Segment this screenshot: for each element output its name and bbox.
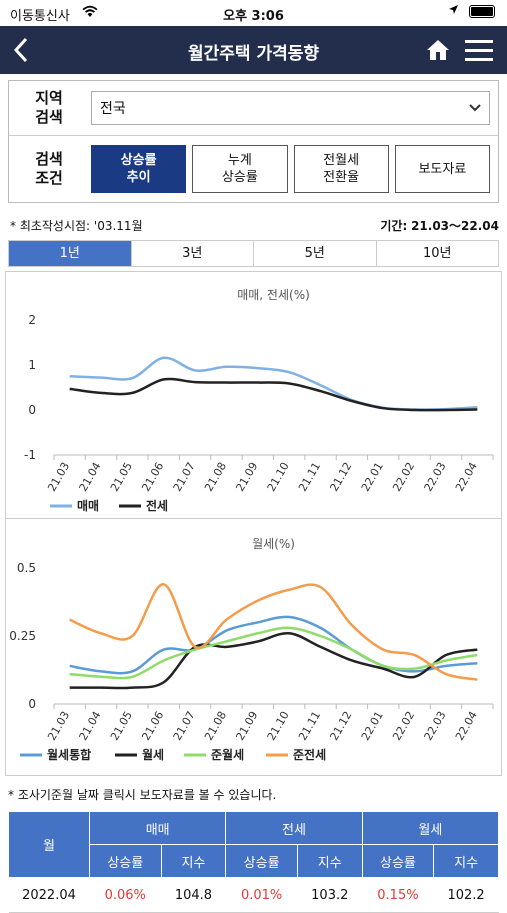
x-tick-label: 21.06 [139, 460, 166, 494]
x-tick-label: 21.12 [327, 709, 354, 743]
sale-index: 104.8 [161, 878, 226, 913]
series-line [70, 633, 478, 688]
x-tick-label: 22.03 [422, 460, 449, 494]
chart-title: 매매, 전세(%) [237, 288, 310, 302]
y-tick-label: 0.5 [17, 561, 36, 575]
x-tick-label: 21.04 [77, 709, 104, 743]
period-text: 기간: 21.03～22.04 [380, 217, 499, 234]
region-select[interactable]: 전국 [91, 91, 490, 125]
legend-label: 전세 [146, 498, 168, 513]
series-line [70, 379, 478, 410]
x-tick-label: 21.07 [171, 709, 198, 743]
x-tick-label: 21.09 [233, 709, 260, 743]
x-tick-label: 22.04 [453, 709, 480, 743]
chevron-down-icon [469, 100, 481, 116]
x-tick-label: 22.01 [359, 460, 386, 494]
clock: 오후 3:06 [0, 5, 507, 24]
x-tick-label: 21.06 [139, 709, 166, 743]
group-sale: 매매 [90, 812, 226, 845]
col-month: 월 [9, 812, 90, 878]
x-tick-label: 21.07 [171, 460, 198, 494]
x-tick-label: 21.09 [233, 460, 260, 494]
jeonse-index: 103.2 [297, 878, 362, 913]
footnote: * 조사기준월 날짜 클릭시 보도자료를 볼 수 있습니다. [0, 776, 507, 811]
x-tick-label: 21.03 [45, 460, 72, 494]
jeonse-rate: 0.01% [226, 878, 298, 913]
tab-3-years[interactable]: 3년 [132, 241, 255, 266]
series-line [70, 584, 478, 679]
region-row: 지역 검색 전국 [9, 81, 498, 136]
legend-label: 준월세 [211, 747, 244, 762]
x-tick-label: 21.08 [202, 709, 229, 743]
region-label: 지역 검색 [9, 89, 89, 127]
status-bar: 이동통신사 오후 3:06 [0, 0, 507, 26]
tab-1-year[interactable]: 1년 [9, 241, 132, 266]
x-tick-label: 21.11 [296, 709, 323, 743]
y-tick-label: 0.25 [9, 629, 36, 643]
sale-rate: 0.06% [90, 878, 162, 913]
x-tick-label: 21.10 [265, 460, 292, 494]
menu-icon[interactable] [465, 38, 493, 66]
sub-index: 지수 [161, 845, 226, 878]
press-release-button[interactable]: 보도자료 [395, 145, 490, 193]
x-tick-label: 21.11 [296, 460, 323, 494]
x-tick-label: 21.08 [202, 460, 229, 494]
sub-index: 지수 [297, 845, 362, 878]
sub-rate: 상승률 [226, 845, 298, 878]
y-tick-label: 1 [28, 358, 36, 372]
chart-title: 월세(%) [252, 537, 295, 551]
y-tick-label: 0 [28, 403, 36, 417]
home-icon[interactable] [425, 38, 451, 66]
rent-index: 102.2 [434, 878, 499, 913]
group-rent: 월세 [362, 812, 498, 845]
x-tick-label: 22.02 [390, 460, 417, 494]
sub-index: 지수 [434, 845, 499, 878]
x-tick-label: 21.10 [265, 709, 292, 743]
x-tick-label: 21.05 [108, 709, 135, 743]
y-tick-label: 0 [28, 697, 36, 711]
region-select-value: 전국 [100, 98, 126, 118]
tab-10-years[interactable]: 10년 [377, 241, 499, 266]
series-line [70, 617, 478, 673]
rent-rate: 0.15% [362, 878, 434, 913]
sub-rate: 상승률 [362, 845, 434, 878]
x-tick-label: 22.04 [453, 460, 480, 494]
summary-table: 월 매매 전세 월세 상승률 지수 상승률 지수 상승률 지수 2022.04 … [8, 811, 499, 913]
x-tick-label: 21.05 [108, 460, 135, 494]
group-jeonse: 전세 [226, 812, 362, 845]
first-written-text: * 최초작성시점: '03.11월 [10, 217, 143, 234]
month-link[interactable]: 2022.04 [9, 878, 90, 913]
x-tick-label: 21.04 [77, 460, 104, 494]
y-tick-label: 2 [28, 313, 36, 327]
x-tick-label: 22.03 [422, 709, 449, 743]
y-tick-label: -1 [24, 448, 36, 462]
tab-5-years[interactable]: 5년 [254, 241, 377, 266]
sub-rate: 상승률 [90, 845, 162, 878]
legend-label: 준전세 [293, 747, 326, 762]
app-header: 월간주택 가격동향 [0, 26, 507, 74]
x-tick-label: 21.03 [45, 709, 72, 743]
table-row: 2022.04 0.06% 104.8 0.01% 103.2 0.15% 10… [9, 878, 499, 913]
info-row: * 최초작성시점: '03.11월 기간: 21.03～22.04 [0, 203, 507, 240]
condition-label: 검색 조건 [9, 150, 89, 188]
legend-label: 매매 [77, 498, 99, 513]
location-arrow-icon [448, 4, 459, 19]
battery-icon [469, 5, 495, 18]
legend-label: 월세통합 [47, 747, 91, 762]
legend-label: 월세 [142, 747, 164, 762]
x-tick-label: 22.01 [359, 709, 386, 743]
period-tabs: 1년 3년 5년 10년 [8, 240, 499, 267]
x-tick-label: 22.02 [390, 709, 417, 743]
x-tick-label: 21.12 [327, 460, 354, 494]
